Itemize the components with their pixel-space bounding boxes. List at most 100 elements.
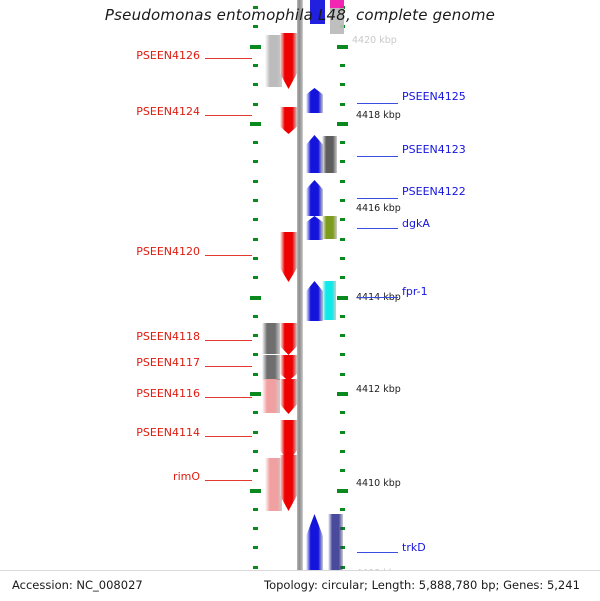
axis-tick-left [253, 353, 258, 357]
axis-tick-left [250, 488, 261, 493]
scale-label-2: 4416 kbp [356, 203, 401, 214]
axis-tick-left [253, 334, 258, 338]
axis-tick-right [340, 449, 345, 453]
axis-tick-right [337, 44, 348, 49]
PSEEN4116-leader-line [205, 397, 252, 398]
gene-label-PSEEN4122[interactable]: PSEEN4122 [402, 185, 466, 198]
rimO-domain-0[interactable] [265, 458, 282, 511]
axis-tick-right [340, 102, 345, 106]
axis-tick-left [253, 6, 258, 9]
axis-tick-right [337, 121, 348, 126]
axis-tick-right [340, 411, 345, 415]
axis-tick-left [250, 44, 261, 49]
dgkA-leader-line [357, 228, 398, 229]
gene-label-trkD[interactable]: trkD [402, 541, 426, 554]
axis-tick-left [253, 565, 258, 569]
axis-tick-left [250, 392, 261, 396]
gene-label-PSEEN4123[interactable]: PSEEN4123 [402, 143, 466, 156]
axis-tick-left [253, 507, 258, 511]
dgkA-domain-0[interactable] [322, 216, 337, 239]
PSEEN4114-leader-line [205, 436, 252, 437]
PSEEN4123-gene-arrow[interactable] [306, 135, 323, 173]
fpr-1-gene-arrow[interactable] [306, 281, 323, 321]
gene-label-PSEEN4118[interactable]: PSEEN4118 [136, 330, 200, 343]
axis-tick-left [253, 256, 258, 260]
PSEEN4116-domain-0[interactable] [262, 379, 280, 413]
axis-tick-left [253, 83, 258, 87]
axis-tick-left [253, 449, 258, 453]
scale-label-5: 4410 kbp [356, 478, 401, 489]
PSEEN4122-leader-line [357, 198, 398, 199]
gene-label-fpr-1[interactable]: fpr-1 [402, 285, 428, 298]
PSEEN4114-gene-arrow[interactable] [280, 420, 297, 462]
axis-tick-left [253, 372, 258, 376]
axis-tick-left [253, 314, 258, 318]
PSEEN4126-domain-0[interactable] [265, 35, 282, 87]
rimO-leader-line [205, 480, 252, 481]
axis-tick-right [340, 469, 345, 473]
axis-tick-left [253, 430, 258, 434]
PSEEN4117-gene-arrow[interactable] [280, 355, 297, 381]
axis-tick-right [340, 63, 345, 67]
axis-tick-left [253, 63, 258, 67]
gene-label-rimO[interactable]: rimO [173, 470, 200, 483]
PSEEN4124-leader-line [205, 115, 252, 116]
axis-tick-right [340, 83, 345, 87]
axis-tick-right [340, 372, 345, 376]
gene-label-PSEEN4116[interactable]: PSEEN4116 [136, 387, 200, 400]
genome-axis-line [297, 0, 303, 570]
scale-label-1: 4418 kbp [356, 110, 401, 121]
axis-tick-left [253, 199, 258, 202]
PSEEN4126-gene-arrow[interactable] [280, 33, 297, 89]
PSEEN4120-leader-line [205, 255, 252, 256]
axis-tick-right [337, 488, 348, 493]
axis-tick-left [253, 546, 258, 550]
PSEEN4125-gene-arrow[interactable] [306, 88, 323, 113]
PSEEN4116-gene-arrow[interactable] [280, 379, 297, 414]
status-bar: Accession: NC_008027 Topology: circular;… [0, 570, 600, 601]
gene-label-PSEEN4124[interactable]: PSEEN4124 [136, 105, 200, 118]
dgkA-gene-arrow[interactable] [306, 216, 323, 240]
top-gray-feature [330, 8, 344, 34]
page-title: Pseudomonas entomophila L48, complete ge… [104, 6, 496, 24]
axis-tick-right [340, 353, 345, 357]
axis-tick-right [340, 256, 345, 260]
axis-tick-left [253, 411, 258, 415]
axis-tick-right [340, 199, 345, 202]
PSEEN4123-domain-0[interactable] [322, 136, 337, 173]
axis-tick-right [340, 141, 345, 145]
PSEEN4126-leader-line [205, 58, 252, 59]
top-blue-feature [310, 0, 325, 24]
axis-tick-left [253, 25, 258, 29]
rimO-gene-arrow[interactable] [280, 455, 297, 511]
trkD-leader-line [357, 552, 398, 553]
PSEEN4122-gene-arrow[interactable] [306, 180, 323, 216]
gene-label-dgkA[interactable]: dgkA [402, 217, 430, 230]
PSEEN4124-gene-arrow[interactable] [280, 107, 297, 134]
gene-label-PSEEN4120[interactable]: PSEEN4120 [136, 245, 200, 258]
gene-label-PSEEN4117[interactable]: PSEEN4117 [136, 356, 200, 369]
fpr-1-leader-line [357, 297, 398, 298]
gene-label-PSEEN4114[interactable]: PSEEN4114 [136, 426, 200, 439]
axis-tick-left [250, 121, 261, 126]
axis-tick-left [253, 527, 258, 531]
gene-label-PSEEN4126[interactable]: PSEEN4126 [136, 49, 200, 62]
axis-tick-right [340, 237, 345, 241]
PSEEN4117-leader-line [205, 366, 252, 367]
axis-tick-right [340, 160, 345, 164]
fpr-1-domain-0[interactable] [322, 281, 336, 320]
axis-tick-left [253, 102, 258, 106]
PSEEN4120-gene-arrow[interactable] [280, 232, 297, 282]
axis-tick-left [253, 276, 258, 280]
PSEEN4117-domain-0[interactable] [262, 355, 280, 380]
topology-text: Topology: circular; Length: 5,888,780 bp… [264, 578, 580, 592]
scale-label-0: 4420 kbp [352, 35, 397, 46]
axis-tick-left [253, 218, 258, 222]
gene-label-PSEEN4125[interactable]: PSEEN4125 [402, 90, 466, 103]
accession-text: Accession: NC_008027 [12, 578, 143, 592]
axis-tick-right [337, 392, 348, 396]
PSEEN4118-domain-0[interactable] [262, 323, 280, 354]
axis-tick-left [250, 295, 261, 300]
PSEEN4118-gene-arrow[interactable] [280, 323, 297, 355]
